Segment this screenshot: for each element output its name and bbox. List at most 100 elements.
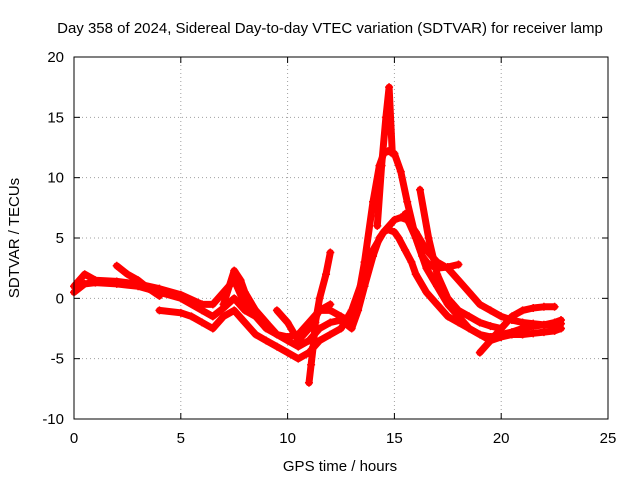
data-point — [309, 342, 318, 351]
data-point — [486, 322, 495, 331]
data-point — [294, 336, 303, 345]
data-point — [208, 300, 217, 309]
data-point — [390, 227, 399, 236]
x-tick-label: 15 — [386, 430, 403, 447]
data-point — [433, 270, 442, 279]
data-point — [187, 312, 196, 321]
data-point — [518, 306, 527, 315]
data-point — [283, 332, 292, 341]
x-axis-label: GPS time / hours — [283, 458, 397, 475]
data-point — [433, 300, 442, 309]
data-point — [539, 320, 548, 329]
data-point — [134, 276, 143, 285]
series-track-c — [155, 213, 566, 363]
data-point — [539, 302, 548, 311]
data-point — [155, 284, 164, 293]
data-point — [326, 300, 335, 309]
data-point — [155, 306, 164, 315]
data-point — [208, 312, 217, 321]
data-point — [326, 330, 335, 339]
data-point — [262, 318, 271, 327]
data-point — [507, 328, 516, 337]
series-branch-f — [272, 300, 335, 345]
series-branch-c — [416, 185, 506, 333]
data-point — [377, 161, 386, 170]
data-point — [315, 294, 324, 303]
data-point — [475, 348, 484, 357]
data-point — [518, 318, 527, 327]
data-point — [401, 209, 410, 218]
data-point — [272, 330, 281, 339]
data-point — [416, 185, 425, 194]
series-line — [220, 267, 270, 326]
data-point — [337, 324, 345, 333]
data-point — [379, 227, 388, 236]
data-point — [529, 303, 538, 312]
data-point — [385, 83, 394, 92]
data-point — [80, 279, 89, 288]
series-branch-a — [112, 261, 164, 300]
y-tick-label: 5 — [56, 230, 64, 247]
data-point — [358, 276, 367, 285]
data-point — [91, 276, 100, 285]
data-point — [401, 246, 410, 255]
data-point — [465, 288, 474, 297]
data-point — [396, 167, 405, 176]
data-point — [486, 336, 495, 345]
data-point — [272, 342, 281, 351]
data-point — [403, 197, 412, 206]
data-point — [422, 288, 431, 297]
data-point — [112, 277, 121, 286]
data-point — [307, 360, 316, 369]
chart-title: Day 358 of 2024, Sidereal Day-to-day VTE… — [57, 20, 603, 37]
data-point — [394, 234, 403, 242]
data-point — [326, 318, 335, 327]
x-tick-label: 0 — [70, 430, 78, 447]
series-branch-d — [475, 302, 559, 357]
data-point — [176, 290, 185, 299]
y-tick-label: -10 — [42, 411, 64, 428]
data-point — [304, 324, 313, 333]
series-line — [273, 300, 334, 345]
data-point — [539, 328, 548, 337]
data-point — [407, 258, 416, 267]
data-point — [283, 348, 292, 357]
data-point — [411, 234, 420, 242]
data-point — [443, 294, 452, 303]
x-tick-label: 25 — [600, 430, 617, 447]
data-point — [557, 319, 566, 328]
data-point — [411, 270, 420, 279]
y-tick-label: 15 — [47, 109, 64, 126]
data-point — [198, 318, 207, 327]
data-point — [475, 318, 484, 327]
data-point — [208, 324, 217, 333]
data-point — [388, 149, 397, 158]
data-point — [497, 312, 506, 321]
data-point — [465, 324, 474, 333]
data-point — [219, 300, 228, 309]
y-tick-label: 0 — [56, 290, 64, 307]
data-point — [454, 306, 463, 315]
data-point — [240, 318, 249, 327]
data-point — [155, 291, 164, 300]
data-point — [486, 306, 495, 315]
data-point — [144, 284, 153, 293]
data-point — [236, 276, 245, 285]
series-branch-e — [219, 266, 271, 327]
data-point — [251, 330, 260, 339]
data-point — [230, 266, 239, 275]
y-tick-label: 20 — [47, 49, 64, 66]
data-point — [369, 246, 378, 255]
data-point — [443, 312, 452, 321]
data-point — [347, 306, 356, 315]
data-point — [454, 260, 463, 269]
data-point — [262, 336, 271, 345]
grid-lines — [74, 57, 608, 419]
data-point — [381, 113, 390, 122]
data-point — [529, 319, 538, 328]
data-point — [475, 330, 484, 339]
x-tick-label: 5 — [177, 430, 185, 447]
data-point — [475, 300, 484, 309]
data-point — [322, 270, 331, 279]
